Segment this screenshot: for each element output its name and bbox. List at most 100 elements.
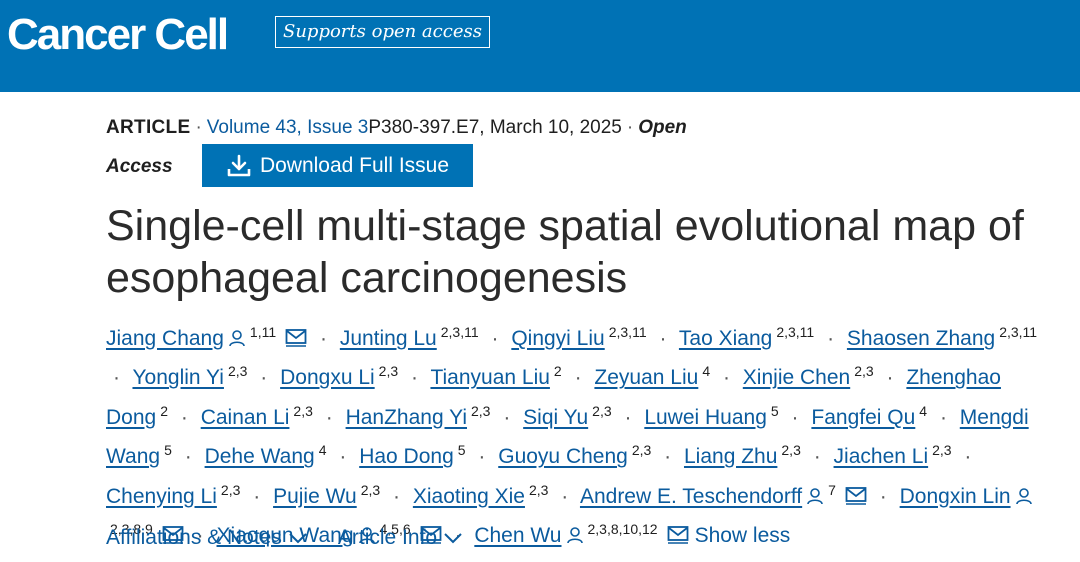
separator-dot: ·	[886, 366, 894, 390]
author-name-link[interactable]: Tao Xiang	[678, 327, 773, 350]
author-name-link[interactable]: Xinjie Chen	[742, 366, 851, 390]
author-name-link[interactable]: Fangfei Qu	[811, 405, 916, 429]
person-icon[interactable]	[228, 329, 246, 347]
author-name-link[interactable]: Junting Lu	[339, 327, 437, 350]
tab-article-info[interactable]: Article Info	[338, 526, 463, 550]
author-item: Dehe Wang 4	[204, 442, 327, 469]
download-label: Download Full Issue	[259, 153, 450, 177]
person-icon[interactable]	[358, 526, 376, 544]
journal-logo[interactable]: Cancer Cell	[7, 10, 229, 59]
separator-dot: ·	[325, 405, 333, 429]
separator-dot: ·	[196, 524, 204, 548]
author-name-link[interactable]: Xiaoqun Wang	[216, 524, 354, 548]
author-name-link[interactable]: Dongxu Li	[280, 366, 375, 390]
mail-icon[interactable]	[162, 524, 184, 544]
author-name-link[interactable]: Shaosen Zhang	[846, 327, 996, 350]
person-icon[interactable]	[1015, 487, 1033, 505]
open-access-badge[interactable]: Supports open access	[275, 16, 490, 48]
author-item: Jiachen Li 2,3	[833, 442, 952, 469]
separator-dot: ·	[879, 484, 887, 508]
affiliation-superscript: 2,3,11	[776, 324, 815, 340]
mail-icon[interactable]	[420, 524, 442, 544]
person-icon[interactable]	[566, 526, 584, 544]
author-item: Chenying Li 2,3	[106, 482, 240, 508]
affiliation-superscript: 2,3	[932, 442, 952, 459]
author-name-link[interactable]: Pujie Wu	[273, 484, 357, 508]
tab-label: Affiliations & Notes	[106, 526, 282, 549]
separator-dot: ·	[624, 405, 632, 429]
author-name-link[interactable]: Andrew E. Teschendorff	[579, 484, 803, 508]
affiliation-superscript: 5	[164, 442, 172, 459]
affiliation-superscript: 2,3	[592, 402, 612, 419]
author-name-link[interactable]: Jiang Chang	[106, 327, 224, 350]
author-item: Tianyuan Liu 2	[430, 363, 561, 390]
author-name-link[interactable]: Zhenghao Dong	[106, 366, 1001, 429]
affiliation-superscript: 1,11	[249, 324, 277, 340]
author-name-link[interactable]: Tianyuan Liu	[430, 366, 550, 390]
separator-dot: ·	[574, 366, 582, 390]
chevron-down-icon	[444, 533, 462, 544]
affiliation-superscript: 2	[160, 402, 168, 419]
author-name-link[interactable]: Chenying Li	[106, 484, 217, 508]
author-name-link[interactable]: HanZhang Yi	[345, 405, 467, 429]
mail-icon[interactable]	[667, 524, 689, 544]
download-full-issue-button[interactable]: Download Full Issue	[202, 144, 473, 187]
author-name-link[interactable]: Dehe Wang	[204, 445, 315, 469]
chevron-down-icon	[289, 533, 307, 544]
author-item: Hao Dong 5	[359, 442, 465, 469]
author-name-link[interactable]: Chen Wu	[474, 524, 562, 548]
affiliation-superscript: 4	[318, 442, 327, 459]
tab-affiliations-notes[interactable]: Affiliations & Notes	[106, 526, 308, 550]
author-item: Dongxu Li 2,3	[280, 363, 399, 390]
person-icon[interactable]	[806, 487, 824, 505]
affiliation-superscript: 2,3,8,9	[110, 521, 153, 538]
show-less-link[interactable]: Show less	[694, 524, 791, 548]
affiliation-superscript: 2,3	[378, 363, 399, 380]
author-name-link[interactable]: Jiachen Li	[833, 445, 929, 469]
author-item: Yonglin Yi 2,3	[132, 363, 247, 390]
separator-dot: ·	[410, 366, 418, 390]
author-item: Qingyi Liu 2,3,11	[511, 324, 647, 350]
author-name-link[interactable]: Xiaoting Xie	[412, 484, 525, 508]
author-name-link[interactable]: Cainan Li	[200, 405, 290, 429]
separator-dot: ·	[813, 445, 821, 469]
author-item: Zhenghao Dong 2	[106, 366, 1001, 428]
mail-icon[interactable]	[285, 327, 307, 347]
author-item: Tao Xiang 2,3,11	[678, 324, 815, 350]
author-item: Zeyuan Liu 4	[594, 363, 710, 390]
affiliation-superscript: 2,3	[360, 481, 381, 498]
author-name-link[interactable]: Yonglin Yi	[132, 366, 224, 390]
author-name-link[interactable]: Hao Dong	[359, 445, 454, 469]
author-item: Dongxin Lin 2,3,8,9	[106, 485, 1033, 547]
author-item: Shaosen Zhang 2,3,11	[846, 324, 1037, 350]
author-name-link[interactable]: Dongxin Lin	[899, 484, 1011, 508]
separator-dot: ·	[659, 327, 667, 350]
author-name-link[interactable]: Siqi Yu	[523, 405, 589, 429]
article-title: Single-cell multi-stage spatial evolutio…	[106, 202, 1024, 302]
affiliation-superscript: 4	[919, 402, 928, 419]
author-name-link[interactable]: Luwei Huang	[644, 405, 767, 429]
author-list: Jiang Chang 1,11 · Junting Lu 2,3,11 · Qin…	[106, 316, 1046, 552]
author-item: HanZhang Yi 2,3	[345, 403, 491, 429]
download-icon	[227, 154, 251, 176]
separator-dot: ·	[664, 445, 672, 469]
affiliation-superscript: 2,3	[781, 442, 801, 459]
author-name-link[interactable]: Mengdi Wang	[106, 405, 1029, 469]
separator-dot: ·	[184, 445, 192, 469]
tab-label: Article Info	[337, 526, 438, 549]
separator-dot: ·	[626, 117, 634, 138]
site-header: Cancer Cell Supports open access	[0, 0, 1080, 92]
separator-dot: ·	[791, 405, 799, 429]
separator-dot: ·	[722, 366, 730, 390]
author-name-link[interactable]: Liang Zhu	[683, 445, 778, 469]
author-name-link[interactable]: Guoyu Cheng	[498, 445, 628, 469]
affiliation-superscript: 2,3,11	[608, 324, 647, 340]
author-name-link[interactable]: Zeyuan Liu	[594, 366, 699, 390]
article-tabs: Affiliations & Notes Article Info	[106, 526, 463, 550]
author-item: Pujie Wu 2,3	[273, 481, 381, 508]
mail-icon[interactable]	[845, 485, 867, 505]
author-item: Fangfei Qu 4	[811, 402, 928, 429]
volume-issue-link[interactable]: Volume 43, Issue 3	[206, 117, 369, 138]
author-item: Junting Lu 2,3,11	[339, 324, 479, 350]
author-name-link[interactable]: Qingyi Liu	[511, 327, 605, 350]
